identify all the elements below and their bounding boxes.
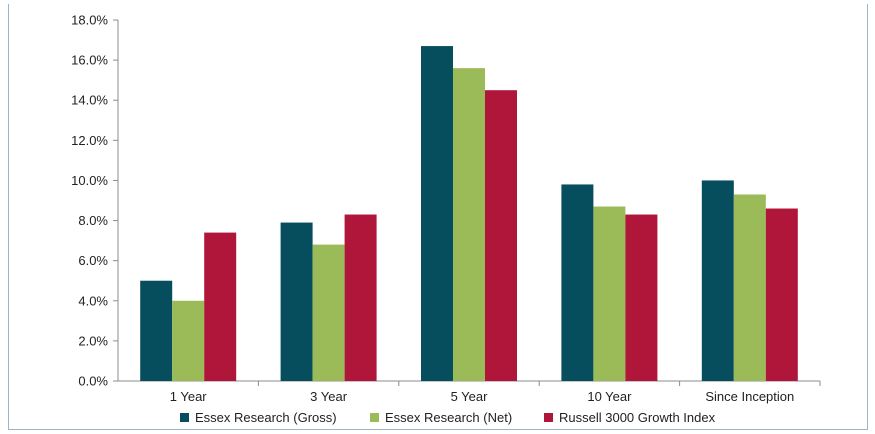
y-tick-label: 18.0% — [71, 13, 108, 28]
bar — [140, 280, 173, 381]
bar — [172, 300, 205, 381]
legend-label: Essex Research (Net) — [385, 410, 512, 425]
y-tick-label: 10.0% — [71, 173, 108, 188]
legend-swatch — [370, 413, 379, 422]
bar — [421, 46, 453, 381]
bar — [765, 208, 798, 381]
bar — [204, 232, 237, 381]
y-axis: 0.0% 2.0% 4.0% 6.0% 8.0% 10.0% 12.0% 14.0% 16.0%… — [71, 13, 119, 389]
y-tick-label: 12.0% — [71, 133, 108, 148]
x-tick-label: 10 Year — [587, 389, 632, 404]
chart-frame — [8, 4, 868, 430]
bar — [701, 180, 734, 381]
y-tick-label: 0.0% — [78, 374, 108, 389]
y-tick-label: 16.0% — [71, 53, 108, 68]
legend-label: Essex Research (Gross) — [195, 410, 337, 425]
bars — [140, 46, 798, 381]
bar — [733, 194, 766, 381]
bar — [344, 214, 377, 381]
legend-swatch — [180, 413, 189, 422]
bar — [453, 68, 485, 381]
x-tick-label: 1 Year — [170, 389, 208, 404]
bar — [485, 90, 517, 381]
y-tick-label: 8.0% — [78, 213, 108, 228]
bar — [625, 214, 658, 381]
y-tick-label: 6.0% — [78, 253, 108, 268]
y-tick-label: 14.0% — [71, 93, 108, 108]
x-tick-label: 5 Year — [451, 389, 489, 404]
bar — [593, 206, 626, 381]
legend-label: Russell 3000 Growth Index — [559, 410, 716, 425]
y-tick-label: 4.0% — [78, 293, 108, 308]
legend: Essex Research (Gross) Essex Research (Ne… — [180, 410, 716, 425]
legend-swatch — [544, 413, 553, 422]
y-tick-label: 2.0% — [78, 333, 108, 348]
bar — [561, 184, 594, 381]
bar — [312, 244, 345, 381]
x-tick-label: Since Inception — [705, 389, 794, 404]
bar — [280, 222, 313, 381]
x-axis: 1 Year 3 Year 5 Year 10 Year Since Inception — [118, 380, 821, 404]
x-tick-label: 3 Year — [310, 389, 348, 404]
